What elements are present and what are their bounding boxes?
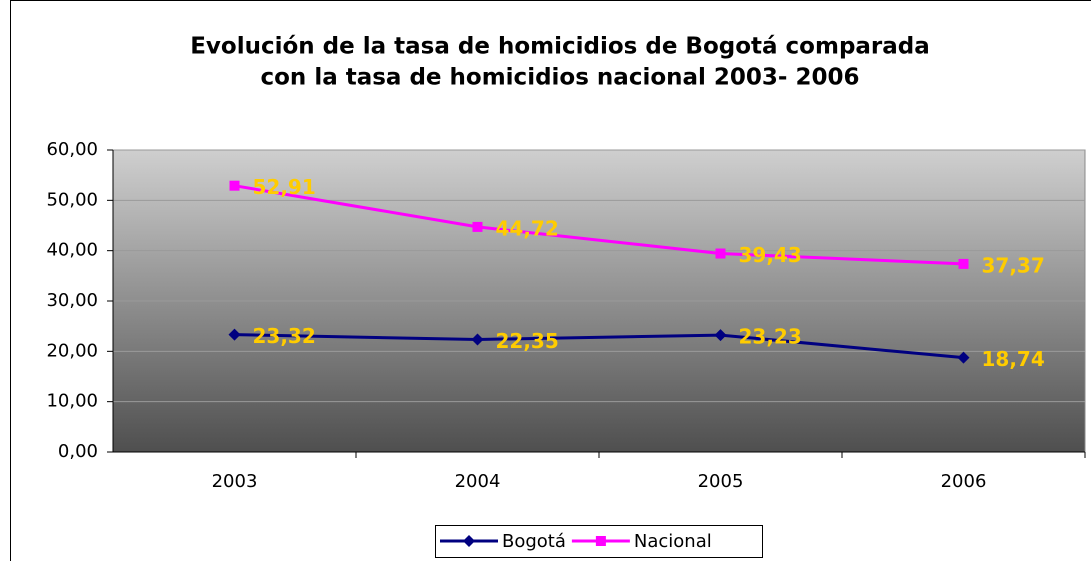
x-tick-label: 2006 bbox=[941, 471, 987, 492]
y-tick-label: 10,00 bbox=[46, 391, 98, 412]
series-line bbox=[234, 333, 964, 360]
legend-label: Nacional bbox=[634, 531, 712, 552]
data-point bbox=[715, 248, 726, 259]
legend-marker bbox=[595, 536, 606, 546]
data-point bbox=[228, 328, 241, 341]
data-label: 18,74 bbox=[982, 347, 1045, 371]
data-point bbox=[229, 180, 240, 191]
data-point bbox=[958, 258, 969, 269]
data-label: 22,35 bbox=[496, 329, 559, 353]
legend-marker bbox=[463, 535, 475, 547]
data-point bbox=[471, 333, 484, 346]
y-tick-label: 50,00 bbox=[46, 189, 98, 210]
y-tick-label: 0,00 bbox=[58, 441, 98, 462]
y-tick-label: 20,00 bbox=[46, 340, 98, 361]
data-label: 52,91 bbox=[253, 175, 316, 199]
data-label: 23,32 bbox=[253, 324, 316, 348]
data-label: 37,37 bbox=[982, 253, 1045, 277]
x-tick-label: 2003 bbox=[212, 471, 258, 492]
y-tick-label: 40,00 bbox=[46, 240, 98, 261]
data-label: 23,23 bbox=[739, 325, 802, 349]
data-label: 39,43 bbox=[739, 243, 802, 267]
chart-title: Evolución de la tasa de homicidios de Bo… bbox=[190, 34, 930, 60]
legend-label: Bogotá bbox=[502, 531, 566, 552]
y-tick-label: 30,00 bbox=[46, 290, 98, 311]
data-point bbox=[714, 329, 727, 342]
x-tick-label: 2005 bbox=[698, 471, 744, 492]
data-point bbox=[472, 221, 483, 232]
data-label: 44,72 bbox=[496, 216, 559, 240]
chart-title: con la tasa de homicidios nacional 2003-… bbox=[261, 65, 860, 91]
series-line bbox=[234, 184, 964, 266]
y-tick-label: 60,00 bbox=[46, 139, 98, 160]
x-tick-label: 2004 bbox=[455, 471, 501, 492]
data-point bbox=[957, 351, 970, 364]
